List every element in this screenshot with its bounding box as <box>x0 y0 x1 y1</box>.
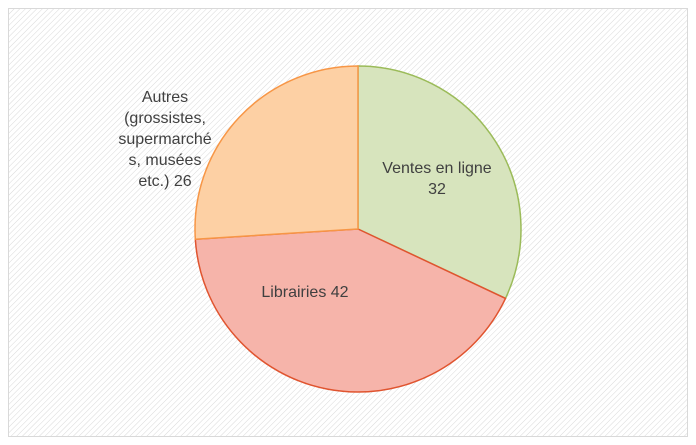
category-label: Ventes en ligne <box>382 160 492 177</box>
pie-slice <box>194 65 359 241</box>
data-label: Librairies 42 <box>225 282 385 303</box>
value-label: 42 <box>330 284 349 301</box>
data-label-text: Ventes en ligne 32 <box>372 158 502 200</box>
value-label: 32 <box>428 181 446 198</box>
value-label: 26 <box>173 173 192 190</box>
data-label-text: Autres (grossistes, supermarchés, musées… <box>115 87 215 192</box>
pie-slice <box>194 228 507 393</box>
data-label: Ventes en ligne 32 <box>372 158 502 200</box>
data-label: Autres (grossistes, supermarchés, musées… <box>115 87 215 192</box>
data-label-text: Librairies 42 <box>225 282 385 303</box>
category-label: Librairies <box>261 284 327 301</box>
pie-slice <box>357 65 522 300</box>
category-label: Autres (grossistes, supermarchés, musées… <box>118 89 212 190</box>
